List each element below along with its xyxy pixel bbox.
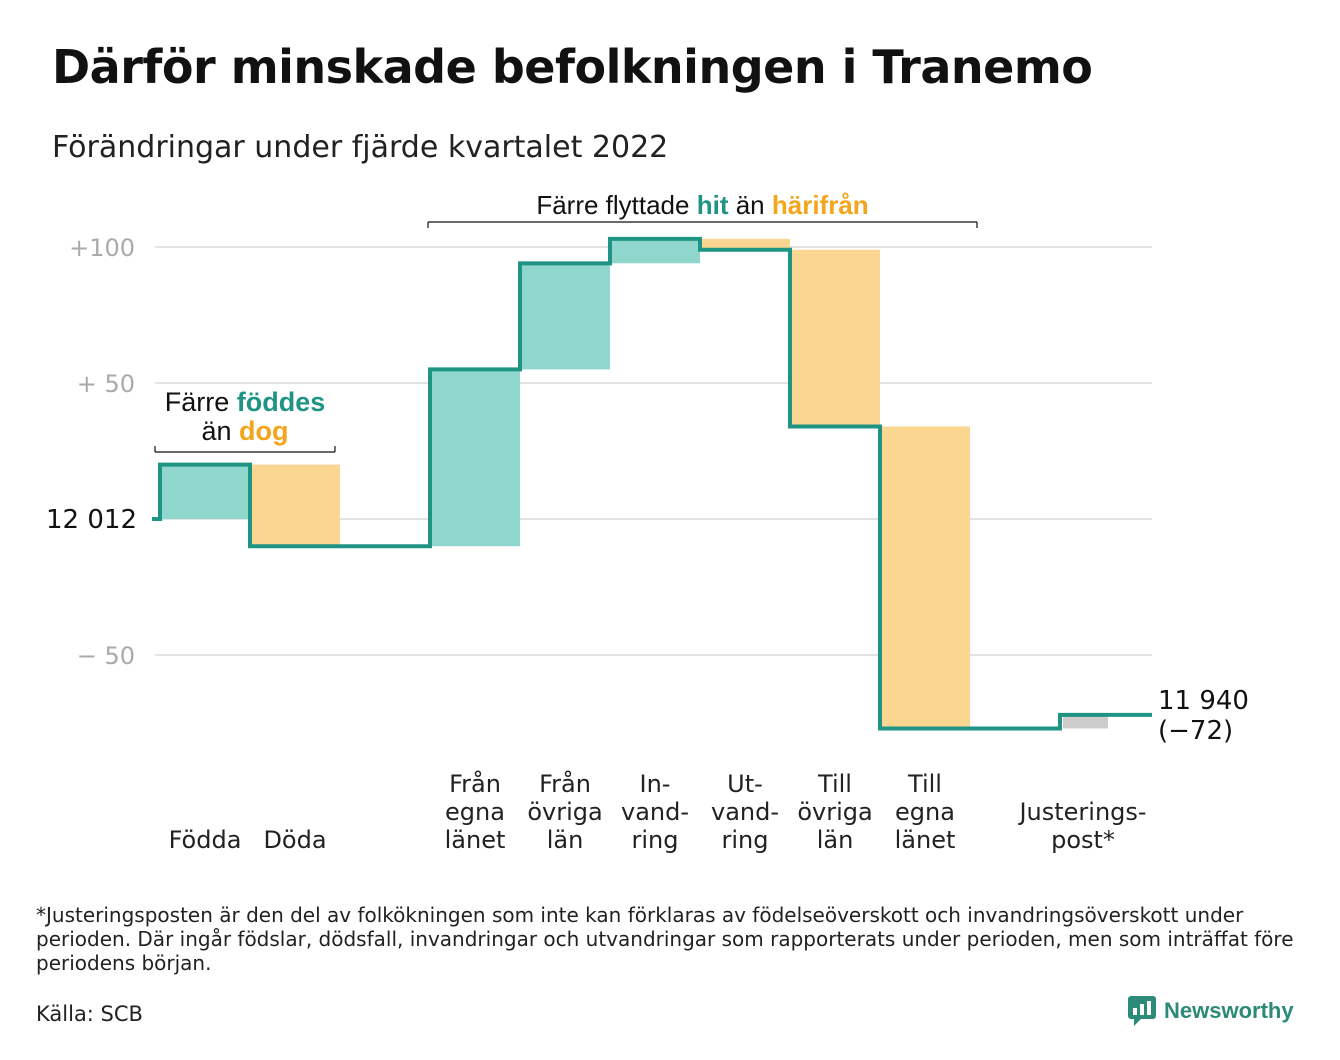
bar-utvandring [700, 238, 790, 250]
x-category-label: egna [445, 798, 505, 826]
bar-till-egna-länet [880, 426, 970, 729]
source-label: Källa: SCB [36, 1002, 143, 1026]
x-category-label: Till [817, 770, 852, 798]
x-category-label: vand- [711, 798, 779, 826]
x-category-label: ring [632, 826, 679, 854]
chart-subtitle: Förändringar under fjärde kvartalet 2022 [52, 130, 669, 165]
x-category-label: övriga [527, 798, 602, 826]
x-category-label: vand- [621, 798, 689, 826]
brand-name: Newsworthy [1164, 998, 1294, 1023]
footnote: *Justeringsposten är den del av folkökni… [36, 903, 1294, 975]
end-value-label: 11 940 [1158, 686, 1249, 716]
start-value-label: 12 012 [46, 505, 137, 535]
bar-till-övriga-län [790, 249, 880, 427]
bar-invandring [610, 238, 700, 264]
x-category-label: län [547, 826, 584, 854]
annotation-births-line1: Färre föddes [165, 387, 326, 417]
x-category-label: län [817, 826, 854, 854]
annotation-births-line2: än dog [201, 416, 288, 446]
bar-från-egna-länet [430, 369, 520, 547]
annotation-moves: Färre flyttade hit än härifrån [536, 190, 868, 220]
x-category-label: Justerings- [1017, 798, 1146, 826]
x-category-label: länet [895, 826, 956, 854]
bar-justeringspost- [1063, 714, 1108, 729]
waterfall-chart: +100 + 50 − 50 12 012 11 940(−72) Födda Döda Fr… [46, 190, 1249, 854]
newsworthy-logo-icon [1128, 996, 1156, 1026]
x-category-label: ring [722, 826, 769, 854]
bar-födda [160, 464, 250, 519]
brand: Newsworthy [1128, 996, 1294, 1026]
x-category-label: Döda [263, 826, 326, 854]
x-category-label: Från [449, 769, 501, 798]
x-category-label: Födda [169, 826, 242, 854]
y-tick-label: +100 [69, 234, 135, 262]
x-category-label: övriga [797, 798, 872, 826]
x-category-label: post* [1051, 826, 1115, 854]
x-category-label: egna [895, 798, 955, 826]
y-tick-label: + 50 [77, 370, 135, 398]
bar-döda [250, 464, 340, 547]
x-category-label: Ut- [727, 770, 763, 798]
y-tick-label: − 50 [77, 642, 135, 670]
x-category-label: länet [445, 826, 506, 854]
end-change-label: (−72) [1158, 716, 1233, 746]
x-category-label: Till [907, 770, 942, 798]
cumulative-step-line [152, 236, 1152, 731]
bar-från-övriga-län [520, 263, 610, 370]
chart-title: Därför minskade befolkningen i Tranemo [52, 40, 1093, 94]
x-category-label: Från [539, 769, 591, 798]
x-category-label: In- [640, 770, 671, 798]
